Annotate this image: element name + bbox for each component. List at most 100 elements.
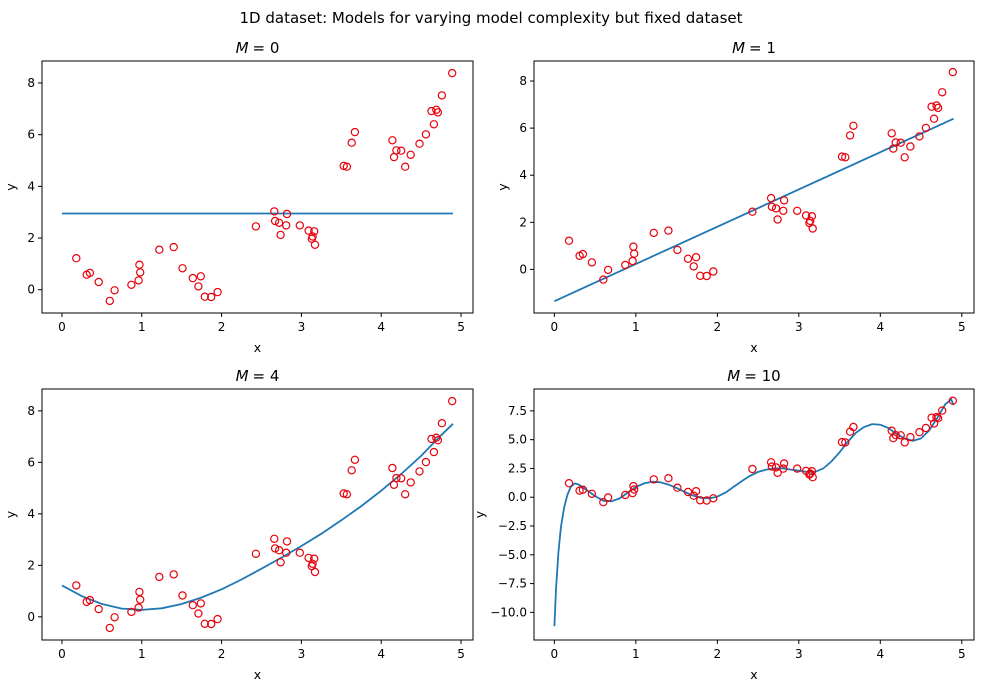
data-point [270,216,280,226]
data-point [921,423,931,433]
y-tick-label: 6 [27,128,35,142]
subplot-title-var: M [236,367,249,385]
subplot-title-var: M [236,39,249,57]
data-point [347,466,356,475]
data-point [282,221,291,230]
data-point [896,138,905,147]
data-point [771,204,781,213]
data-point [134,276,143,285]
x-tick-label: 5 [457,647,465,661]
data-point [929,114,939,123]
x-tick-label: 4 [876,320,884,334]
x-tick-label: 2 [218,320,226,334]
data-point [188,273,197,283]
data-point [921,123,931,133]
data-point [630,249,639,258]
data-point [673,483,682,492]
data-point [603,265,613,275]
y-axis-label: y [3,510,18,518]
x-tick-label: 2 [218,647,226,661]
data-point [932,412,941,422]
data-point [628,256,637,266]
x-tick-label: 1 [138,647,146,661]
data-point [206,619,216,629]
x-axis-label: x [750,340,757,355]
data-point [896,431,905,440]
x-tick-label: 3 [795,320,803,334]
subplot-title: M = 4 [236,367,280,385]
data-point [709,267,718,276]
data-point [689,491,698,500]
subplot-title: M = 1 [732,39,776,57]
data-point [767,202,777,211]
data-point [274,218,284,227]
data-point [564,479,574,488]
data-point [392,146,401,155]
subplot-title-value: = 4 [253,367,280,385]
data-point [766,458,776,467]
y-tick-label: 5.0 [508,433,527,447]
data-point [433,108,443,117]
y-axis-label: y [472,510,487,518]
x-tick-label: 2 [714,320,722,334]
data-point [200,619,209,629]
data-point [837,152,847,161]
data-point [845,131,855,140]
data-point [388,463,397,473]
data-point [169,570,178,579]
subplot-title: M = 10 [727,367,780,385]
data-point [806,216,815,226]
data-point [437,419,447,428]
data-point [779,196,789,205]
data-point [938,88,947,97]
data-point [135,268,145,277]
y-tick-label: 2.5 [508,461,527,475]
subplot-2: M = 4 0 1 2 3 4 5 0 2 4 6 8 x y [3,367,474,682]
data-point [196,599,205,608]
data-point [110,286,119,295]
x-tick-label: 0 [58,647,66,661]
data-point [406,150,415,159]
data-point [915,132,924,141]
data-point [251,549,261,559]
data-point [415,139,424,148]
y-tick-label: 0 [27,610,35,624]
data-point [304,553,313,563]
y-axis-label: y [495,183,510,191]
data-point [339,489,348,498]
data-point [134,603,143,612]
data-point [849,121,858,131]
data-point [587,489,597,498]
data-point [793,464,802,473]
y-tick-label: 4 [519,168,527,182]
data-point [196,272,205,281]
data-point [664,474,673,483]
y-tick-label: 0 [519,262,527,276]
data-point [169,242,178,252]
data-point [691,253,701,262]
data-point [388,136,397,145]
data-point [429,120,439,129]
data-point [587,258,597,267]
data-point [347,138,356,147]
data-point [766,193,776,203]
data-point [629,481,638,491]
data-point [282,537,292,546]
data-point [702,271,711,281]
data-point [664,226,673,235]
data-point [578,485,588,494]
data-point [427,434,436,444]
data-point [748,207,757,216]
data-point [773,215,782,224]
data-point [933,414,943,423]
model-fit-line [554,117,954,303]
y-axis-label: y [3,183,18,191]
data-point [933,103,943,113]
subplot-title-value: = 1 [749,39,776,57]
data-point [578,249,588,259]
data-point [310,554,319,563]
x-tick-label: 5 [457,320,465,334]
x-tick-label: 0 [551,647,559,661]
